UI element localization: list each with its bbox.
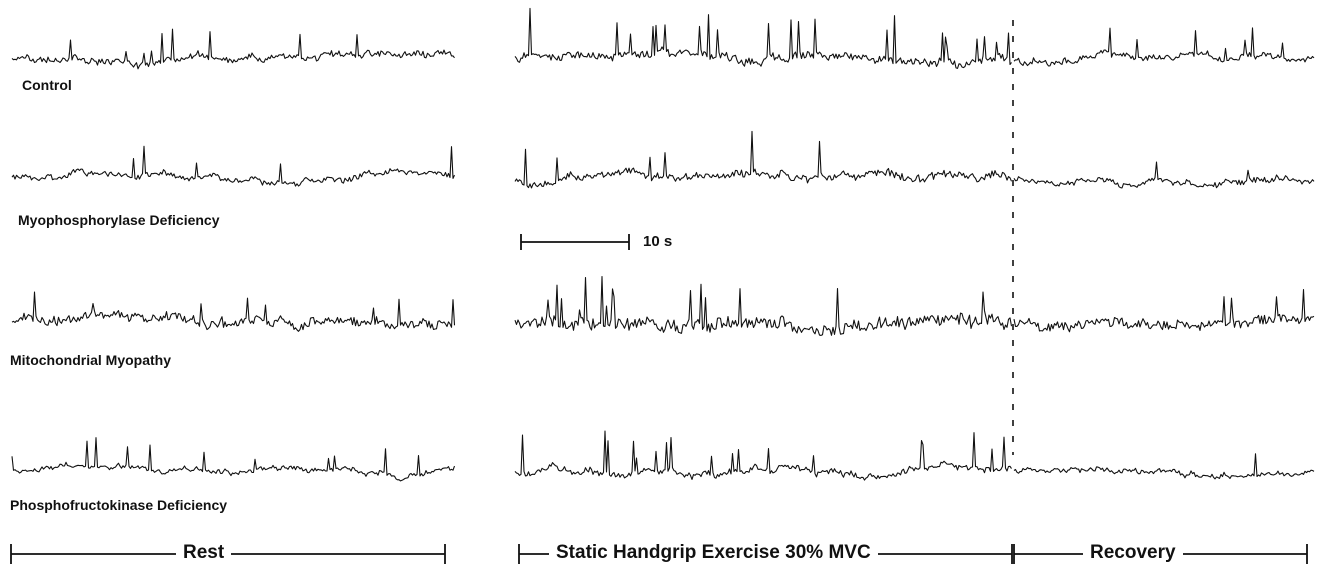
trace-1-segment-0 [11, 145, 456, 187]
phase-label-recovery: Recovery [1083, 542, 1183, 564]
trace-3-segment-1 [514, 430, 1012, 481]
trace-0-segment-1 [514, 7, 1012, 69]
trace-label-myophosphorylase: Myophosphorylase Deficiency [18, 212, 220, 228]
scale-bar [520, 234, 630, 250]
trace-3-segment-2 [1013, 453, 1315, 480]
phase-label-rest: Rest [176, 542, 232, 564]
trace-1-segment-1 [514, 130, 1013, 189]
trace-2-segment-0 [11, 291, 456, 332]
trace-0-segment-2 [1013, 27, 1315, 67]
trace-label-pfk: Phosphofructokinase Deficiency [10, 497, 228, 513]
trace-0-segment-0 [11, 28, 455, 70]
trace-2-segment-1 [514, 276, 1013, 336]
trace-1-segment-2 [1013, 161, 1315, 189]
trace-label-mitochondrial: Mitochondrial Myopathy [10, 352, 171, 368]
phase-label-exercise: Static Handgrip Exercise 30% MVC [549, 542, 878, 564]
trace-3-segment-0 [11, 437, 456, 482]
trace-2-segment-2 [1013, 289, 1315, 333]
trace-label-control: Control [22, 77, 72, 93]
scale-bar-label: 10 s [643, 233, 673, 250]
